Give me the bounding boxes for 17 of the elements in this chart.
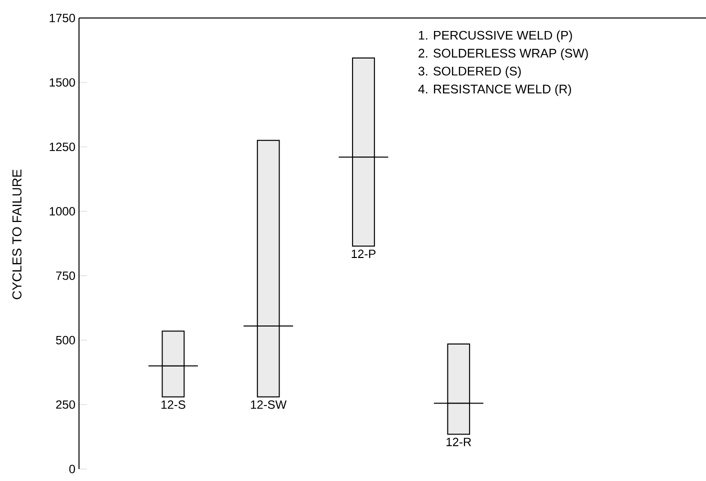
annotation: 3. SOLDERED (S) [418, 66, 521, 78]
x-tick-label: 12-SW [250, 400, 287, 409]
y-tick-label: 250 [56, 400, 76, 409]
y-tick-label: 1000 [50, 207, 76, 216]
y-tick-label: 1500 [50, 78, 76, 87]
annotation: 4. RESISTANCE WELD (R) [418, 84, 572, 96]
y-tick-label: 0 [69, 464, 76, 474]
y-tick-label: 500 [56, 336, 76, 344]
annotation: 1. PERCUSSIVE WELD (P) [418, 30, 572, 42]
x-tick-label: 12-S [161, 400, 186, 409]
y-axis-title: CYCLES TO FAILURE [12, 170, 22, 300]
x-tick-label: 12-P [352, 250, 376, 258]
y-tick-label: 750 [56, 271, 76, 280]
annotation: 2. SOLDERLESS WRAP (SW) [418, 48, 588, 60]
y-tick-label: 1750 [50, 14, 76, 22]
x-tick-label: 12-R [446, 438, 472, 446]
y-tick-label: 1250 [50, 142, 76, 152]
